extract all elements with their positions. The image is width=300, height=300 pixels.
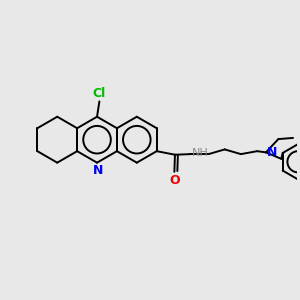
Text: Cl: Cl (93, 87, 106, 100)
Text: N: N (92, 164, 103, 177)
Text: NH: NH (191, 148, 208, 158)
Text: O: O (169, 174, 180, 187)
Text: N: N (267, 146, 278, 159)
